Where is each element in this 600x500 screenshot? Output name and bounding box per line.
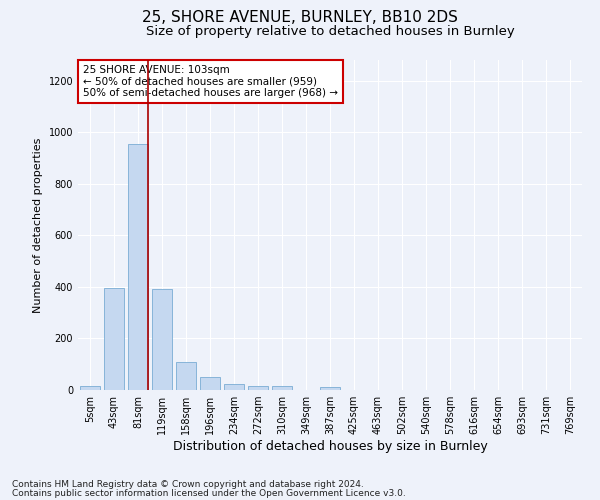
Bar (152, 290, 172, 390)
Bar (200, 376, 220, 390)
Bar (224, 384, 244, 390)
Bar (176, 362, 196, 390)
Title: Size of property relative to detached houses in Burnley: Size of property relative to detached ho… (146, 25, 514, 38)
Text: Contains public sector information licensed under the Open Government Licence v3: Contains public sector information licen… (12, 488, 406, 498)
Bar (272, 386, 292, 390)
Bar (320, 388, 340, 390)
Text: Contains HM Land Registry data © Crown copyright and database right 2024.: Contains HM Land Registry data © Crown c… (12, 480, 364, 489)
Bar (248, 386, 268, 390)
Text: 25, SHORE AVENUE, BURNLEY, BB10 2DS: 25, SHORE AVENUE, BURNLEY, BB10 2DS (142, 10, 458, 25)
Y-axis label: Number of detached properties: Number of detached properties (33, 138, 43, 312)
Bar (104, 288, 124, 390)
Bar (128, 144, 148, 390)
Text: 25 SHORE AVENUE: 103sqm
← 50% of detached houses are smaller (959)
50% of semi-d: 25 SHORE AVENUE: 103sqm ← 50% of detache… (83, 65, 338, 98)
X-axis label: Distribution of detached houses by size in Burnley: Distribution of detached houses by size … (173, 440, 487, 453)
Bar (80, 386, 100, 390)
